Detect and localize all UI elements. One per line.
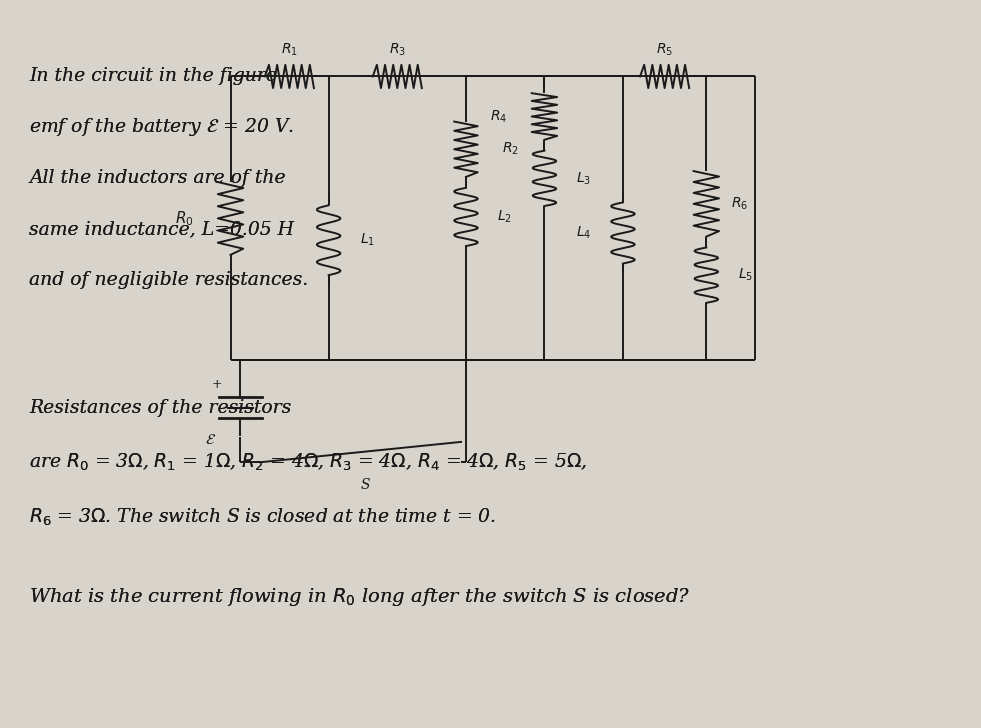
Text: $L_3$: $L_3$ bbox=[576, 170, 591, 186]
Text: What is the current flowing in $R_0$ long after the switch S is closed?: What is the current flowing in $R_0$ lon… bbox=[29, 586, 691, 608]
Text: In the circuit in the figure: In the circuit in the figure bbox=[29, 68, 278, 85]
Text: and of negligible resistances.: and of negligible resistances. bbox=[29, 272, 309, 289]
Text: Resistances of the resistors: Resistances of the resistors bbox=[29, 399, 291, 416]
Text: emf of the battery $\mathcal{E}$ = 20 V.: emf of the battery $\mathcal{E}$ = 20 V. bbox=[29, 116, 294, 138]
Text: $R_6$: $R_6$ bbox=[731, 196, 748, 212]
Text: $R_3$: $R_3$ bbox=[388, 41, 406, 58]
Text: same inductance, L=0.05 H: same inductance, L=0.05 H bbox=[29, 221, 294, 238]
Text: $L_5$: $L_5$ bbox=[738, 267, 752, 283]
Text: S: S bbox=[361, 478, 370, 492]
Text: $R_5$: $R_5$ bbox=[656, 41, 673, 58]
Text: In the circuit in the figure: In the circuit in the figure bbox=[29, 68, 278, 85]
Text: All the inductors are of the: All the inductors are of the bbox=[29, 170, 286, 187]
Text: $L_4$: $L_4$ bbox=[576, 225, 592, 241]
Text: $L_2$: $L_2$ bbox=[497, 209, 512, 225]
Text: and of negligible resistances.: and of negligible resistances. bbox=[29, 272, 309, 289]
Text: are $R_0$ = 3$\Omega$, $R_1$ = 1$\Omega$, $R_2$ = 4$\Omega$, $R_3$ = 4$\Omega$, : are $R_0$ = 3$\Omega$, $R_1$ = 1$\Omega$… bbox=[29, 451, 588, 473]
Text: +: + bbox=[212, 378, 223, 391]
Text: $R_4$: $R_4$ bbox=[490, 108, 507, 124]
Text: Resistances of the resistors: Resistances of the resistors bbox=[29, 399, 291, 416]
Text: $R_1$: $R_1$ bbox=[281, 41, 298, 58]
Text: $R_6$ = 3$\Omega$. The switch S is closed at the time t = 0.: $R_6$ = 3$\Omega$. The switch S is close… bbox=[29, 506, 496, 528]
Text: All the inductors are of the: All the inductors are of the bbox=[29, 170, 286, 187]
Text: $R_0$: $R_0$ bbox=[175, 209, 193, 228]
Text: $L_1$: $L_1$ bbox=[360, 232, 375, 248]
Text: $\mathcal{E}$: $\mathcal{E}$ bbox=[205, 432, 216, 447]
Text: are $R_0$ = 3$\Omega$, $R_1$ = 1$\Omega$, $R_2$ = 4$\Omega$, $R_3$ = 4$\Omega$, : are $R_0$ = 3$\Omega$, $R_1$ = 1$\Omega$… bbox=[29, 451, 588, 473]
Text: What is the current flowing in $R_0$ long after the switch S is closed?: What is the current flowing in $R_0$ lon… bbox=[29, 586, 691, 608]
Text: $R_6$ = 3$\Omega$. The switch S is closed at the time t = 0.: $R_6$ = 3$\Omega$. The switch S is close… bbox=[29, 506, 496, 528]
Text: emf of the battery $\mathcal{E}$ = 20 V.: emf of the battery $\mathcal{E}$ = 20 V. bbox=[29, 116, 294, 138]
Text: same inductance, L=0.05 H: same inductance, L=0.05 H bbox=[29, 221, 294, 238]
Text: $R_2$: $R_2$ bbox=[502, 141, 519, 157]
